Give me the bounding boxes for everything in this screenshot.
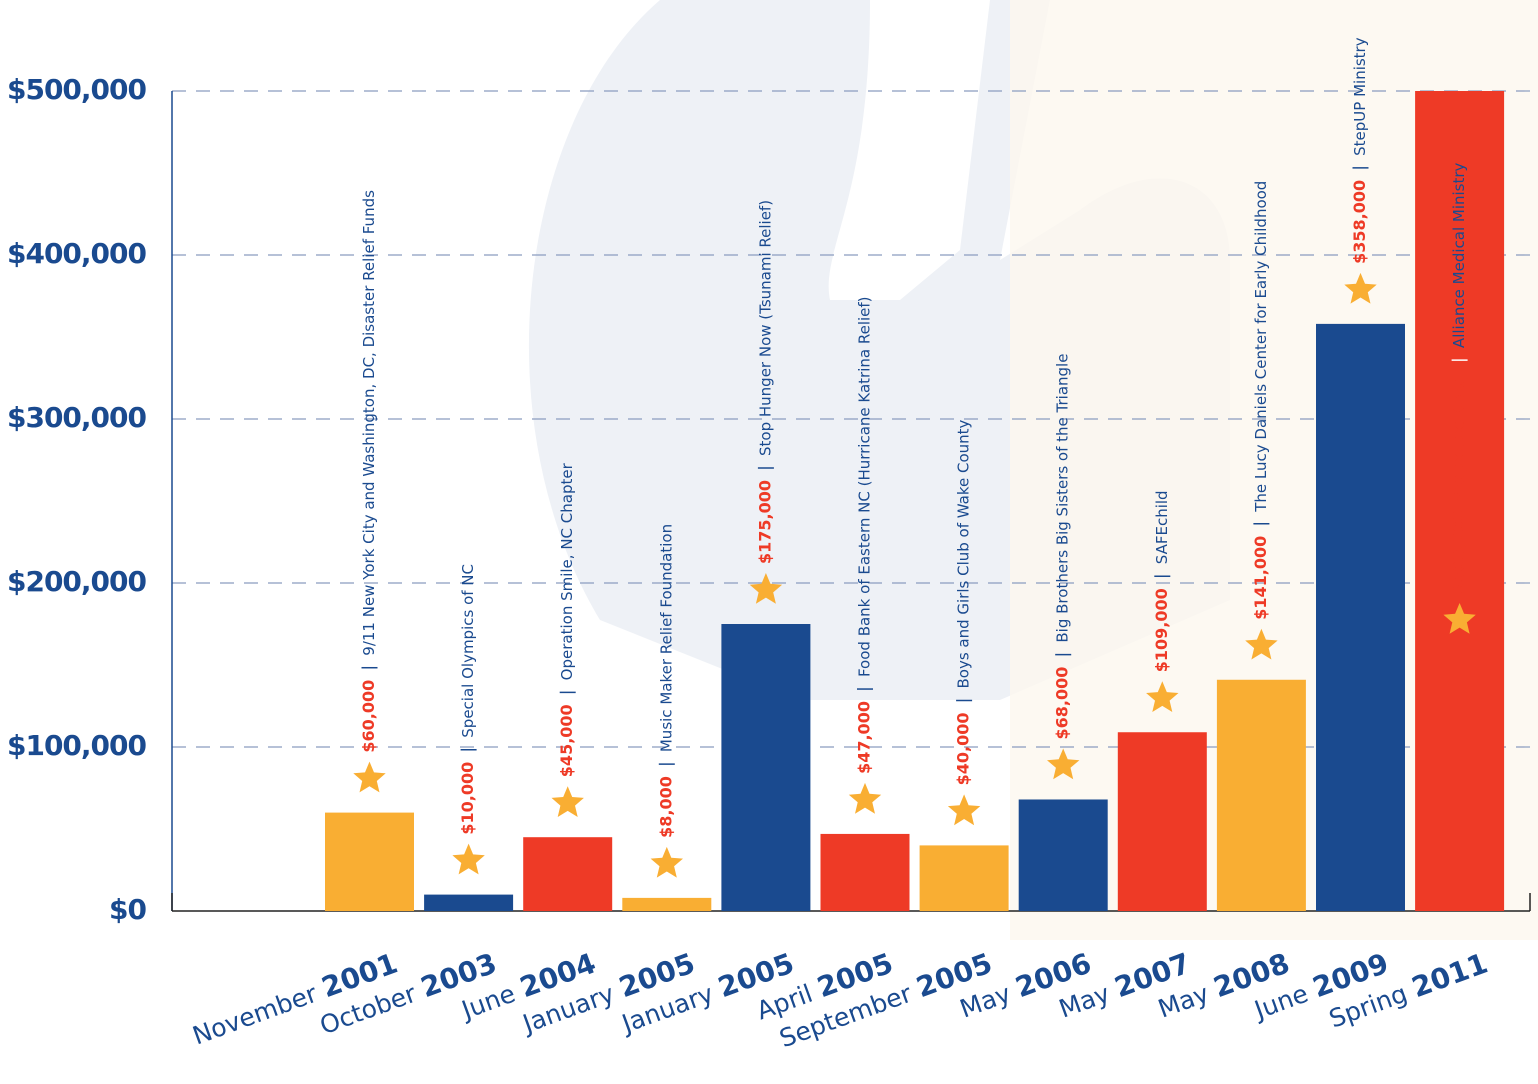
note: Food Bank of Eastern NC (Hurricane Katri… <box>856 296 874 677</box>
value-label: $175,000 <box>755 480 774 564</box>
bar-annotation: $60,000 9/11 New York City and Washington… <box>359 190 378 753</box>
bar-annotation: $8,000 Music Maker Relief Foundation <box>656 524 675 838</box>
y-tick-label: $300,000 <box>7 401 147 434</box>
y-tick-label: $0 <box>109 893 146 926</box>
note: The Lucy Daniels Center for Early Childh… <box>1252 181 1270 513</box>
value-label: $358,000 <box>1350 180 1369 264</box>
note: Music Maker Relief Foundation <box>657 524 675 752</box>
value-label: $68,000 <box>1053 667 1072 740</box>
y-tick-label: $400,000 <box>7 237 147 270</box>
bar-annotation: $68,000 Big Brothers Big Sisters of the T… <box>1053 354 1072 740</box>
value-label: $40,000 <box>954 713 973 786</box>
value-label: $109,000 <box>1152 588 1171 672</box>
star <box>552 786 584 817</box>
value-label: $141,000 <box>1251 536 1270 620</box>
value-label: $60,000 <box>359 680 378 753</box>
note: 9/11 New York City and Washington, DC, D… <box>360 190 378 656</box>
bar <box>325 813 414 911</box>
note: Special Olympics of NC <box>459 564 477 738</box>
note: Big Brothers Big Sisters of the Triangle <box>1054 354 1072 643</box>
bar-annotation: $10,000 Special Olympics of NC <box>458 564 477 835</box>
value-label: $45,000 <box>557 704 576 777</box>
star <box>948 794 980 825</box>
bar <box>1118 732 1207 911</box>
star <box>651 847 683 878</box>
note: Boys and Girls Club of Wake County <box>955 419 973 688</box>
star <box>452 844 484 875</box>
value-label: $47,000 <box>855 701 874 774</box>
bar <box>1019 799 1108 911</box>
note: Stop Hunger Now (Tsunami Relief) <box>756 200 774 456</box>
bar-annotation: $358,000 StepUP Ministry <box>1350 37 1369 264</box>
star <box>849 783 881 814</box>
note: SAFEchild <box>1153 490 1171 564</box>
value-label: $10,000 <box>458 762 477 835</box>
bar-annotation: $45,000 Operation Smile, NC Chapter <box>557 462 576 777</box>
y-tick-label: $200,000 <box>7 565 147 598</box>
value-label: $8,000 <box>656 776 675 838</box>
star <box>353 762 385 793</box>
bar-annotation: $141,000 The Lucy Daniels Center for Earl… <box>1251 181 1270 620</box>
note: Alliance Medical Ministry <box>1450 162 1468 348</box>
value-label: $500,000 Projected Goal <box>1449 372 1468 594</box>
bar-annotation: $40,000 Boys and Girls Club of Wake Count… <box>954 419 973 785</box>
bar-annotation: $47,000 Food Bank of Eastern NC (Hurrican… <box>855 296 874 773</box>
bar <box>622 898 711 911</box>
note: StepUP Ministry <box>1351 37 1369 156</box>
chart: $0 $100,000 $200,000 $300,000 $400,000 $500,0… <box>0 0 1538 1084</box>
bar-annotation: $175,000 Stop Hunger Now (Tsunami Relief) <box>755 200 774 564</box>
bar <box>1316 324 1405 911</box>
y-tick-label: $100,000 <box>7 729 147 762</box>
y-tick-label: $500,000 <box>7 73 147 106</box>
bar-annotation: $500,000 Projected Goal Alliance Medical … <box>1449 162 1468 594</box>
bar <box>821 834 910 911</box>
bar <box>1217 680 1306 911</box>
bar <box>424 895 513 911</box>
note: Operation Smile, NC Chapter <box>558 462 576 680</box>
bar <box>920 845 1009 911</box>
bar <box>721 624 810 911</box>
bar <box>523 837 612 911</box>
